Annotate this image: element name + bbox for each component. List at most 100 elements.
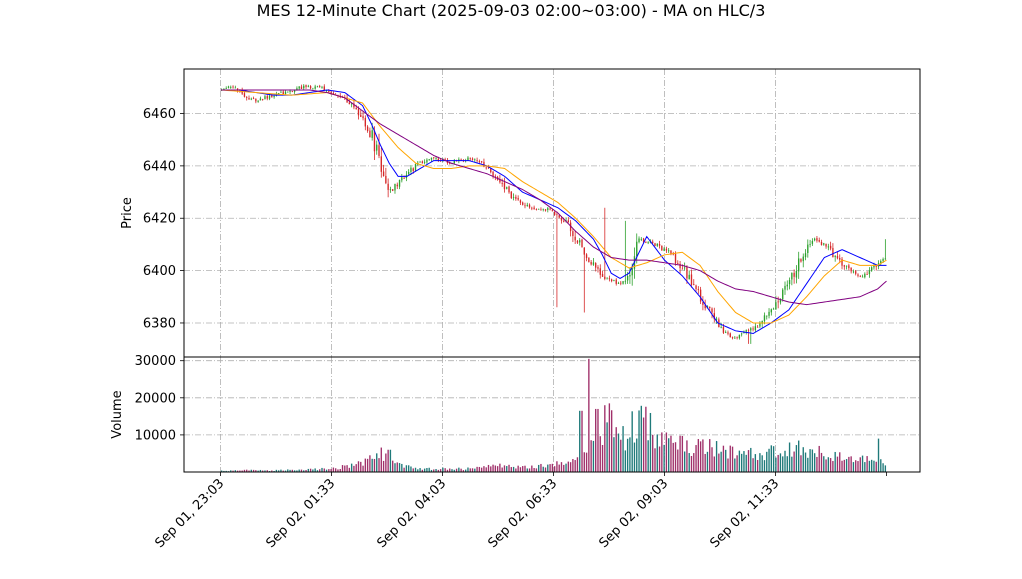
- volume-bar: [663, 444, 665, 472]
- candle-body: [271, 95, 273, 98]
- candle-body: [508, 186, 510, 193]
- volume-bar: [465, 469, 467, 472]
- volume-bar: [412, 468, 414, 472]
- volume-bar: [779, 453, 782, 472]
- candle-body: [257, 100, 259, 102]
- candle-body: [515, 196, 517, 199]
- candle-body: [430, 157, 433, 160]
- volume-bar: [396, 462, 398, 472]
- volume-bar: [455, 468, 458, 472]
- volume-bar: [604, 405, 606, 472]
- candle-body: [693, 284, 695, 286]
- candle-body: [433, 157, 435, 159]
- volume-bar: [330, 469, 332, 472]
- volume-bar: [492, 464, 494, 472]
- volume-bar: [715, 441, 718, 472]
- volume-bar: [827, 457, 830, 472]
- volume-bar: [800, 455, 802, 472]
- volume-bar: [843, 459, 845, 472]
- candle-body: [788, 280, 791, 285]
- volume-bar: [866, 456, 868, 472]
- volume-bar: [382, 460, 385, 472]
- volume-bar: [553, 466, 556, 472]
- volume-bar: [289, 469, 291, 472]
- volume-bar: [394, 463, 396, 472]
- volume-bar: [775, 457, 777, 472]
- volume-bar: [485, 467, 487, 472]
- candle-body: [350, 103, 353, 105]
- volume-bar: [761, 455, 763, 472]
- candle-body: [421, 161, 424, 164]
- candle-body: [392, 189, 394, 191]
- candle-body: [791, 273, 793, 280]
- candle-body: [469, 157, 471, 159]
- candle-body: [364, 117, 367, 127]
- price-ytick-label: 6460: [143, 107, 176, 122]
- candle-body: [738, 334, 741, 339]
- candle-body: [305, 85, 307, 87]
- candle-body: [376, 144, 378, 151]
- candle-body: [494, 176, 497, 178]
- volume-bar: [547, 464, 549, 472]
- volume-bar: [252, 469, 255, 472]
- volume-bar: [829, 458, 832, 472]
- volume-bar: [410, 466, 412, 472]
- volume-bar: [426, 467, 428, 472]
- candle-body: [428, 159, 430, 161]
- candle-body: [818, 240, 820, 242]
- candle-body: [528, 204, 531, 208]
- candle-body: [524, 205, 526, 207]
- candle-body: [681, 268, 684, 270]
- volume-bar: [353, 465, 355, 472]
- volume-bar: [581, 410, 583, 472]
- volume-bar: [695, 445, 697, 472]
- candle-body: [813, 238, 816, 241]
- candle-body: [777, 301, 779, 303]
- candle-body: [663, 248, 665, 251]
- volume-bar: [442, 467, 444, 472]
- candle-body: [223, 89, 225, 90]
- volume-bar: [389, 449, 392, 472]
- volume-bar: [496, 466, 499, 472]
- volume-bar: [223, 470, 225, 472]
- volume-bar: [756, 460, 759, 472]
- candle-body: [284, 91, 287, 95]
- candle-body: [293, 90, 296, 92]
- candle-body: [798, 258, 800, 272]
- candle-body: [579, 240, 581, 243]
- candle-body: [709, 306, 711, 308]
- price-ytick-label: 6400: [143, 264, 176, 279]
- volume-bar: [423, 468, 426, 472]
- volume-bar: [645, 406, 647, 472]
- volume-bar: [747, 450, 750, 472]
- volume-bar: [654, 448, 656, 472]
- volume-bar: [809, 449, 811, 472]
- volume-bar: [786, 456, 788, 472]
- candle-body: [725, 332, 727, 334]
- candle-body: [325, 90, 328, 92]
- volume-bar: [341, 465, 344, 472]
- volume-bar: [740, 453, 743, 472]
- volume-bar: [729, 445, 731, 472]
- x-tick-label: Sep 02, 01:33: [263, 476, 338, 551]
- volume-bar: [230, 470, 232, 472]
- volume-bar: [220, 470, 223, 472]
- volume-bar: [369, 455, 371, 472]
- candle-body: [841, 258, 843, 266]
- volume-bar: [807, 457, 809, 472]
- volume-bar: [793, 451, 795, 472]
- candle-body: [690, 274, 693, 285]
- candle-body: [501, 182, 503, 184]
- volume-bar: [259, 469, 262, 472]
- volume-bar: [287, 469, 289, 472]
- candle-body: [547, 208, 549, 210]
- volume-bar: [312, 469, 314, 472]
- candle-body: [442, 159, 444, 161]
- candle-body: [839, 257, 841, 260]
- volume-bar: [501, 467, 503, 472]
- volume-bar: [599, 436, 601, 472]
- candle-body: [241, 90, 243, 94]
- volume-bar: [236, 470, 239, 472]
- volume-bar: [535, 468, 538, 472]
- volume-bar: [597, 408, 599, 472]
